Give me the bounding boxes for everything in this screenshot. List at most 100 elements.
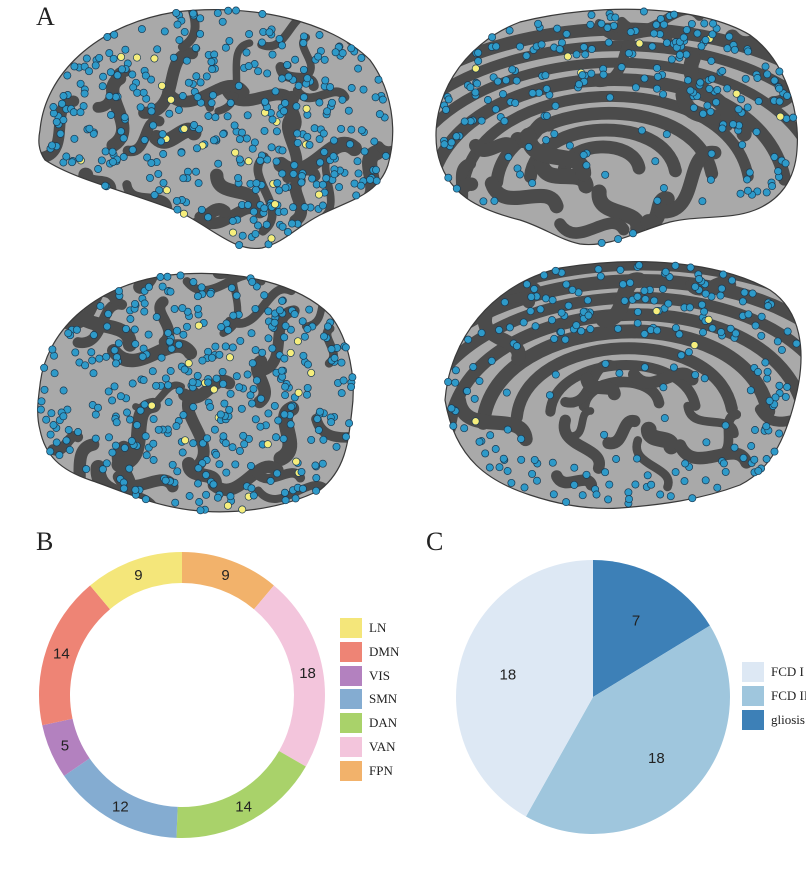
contact-dot xyxy=(76,108,85,117)
contact-dot xyxy=(215,350,224,359)
contact-dot xyxy=(303,132,312,141)
contact-dot xyxy=(128,379,137,388)
contact-dot xyxy=(640,286,649,295)
contact-dot xyxy=(495,326,504,334)
contact-dot xyxy=(502,388,511,397)
contact-dot xyxy=(321,76,330,85)
contact-dot xyxy=(98,465,107,474)
contact-dot xyxy=(206,289,215,298)
contact-dot xyxy=(698,197,707,206)
contact-dot xyxy=(586,20,595,29)
contact-dot xyxy=(507,478,516,487)
contact-dot xyxy=(164,329,173,337)
contact-dot xyxy=(641,295,650,304)
contact-dot xyxy=(740,288,749,297)
contact-dot xyxy=(79,102,88,111)
contact-dot xyxy=(258,348,267,357)
contact-dot xyxy=(300,32,308,41)
contact-dot xyxy=(378,95,387,104)
contact-dot xyxy=(210,425,219,434)
contact-dot xyxy=(76,79,85,88)
contact-dot xyxy=(614,324,622,333)
contact-dot xyxy=(551,101,560,110)
contact-dot xyxy=(264,409,273,418)
contact-dot xyxy=(586,325,595,333)
contact-dot xyxy=(653,84,661,93)
contact-dot xyxy=(234,81,243,90)
contact-dot xyxy=(315,407,324,416)
contact-dot xyxy=(219,130,228,138)
contact-dot xyxy=(290,161,299,170)
contact-dot xyxy=(734,105,743,114)
contact-dot xyxy=(149,456,158,464)
contact-dot xyxy=(147,107,156,116)
contact-dot xyxy=(115,287,123,296)
contact-dot xyxy=(701,36,710,44)
contact-dot xyxy=(707,149,716,158)
contact-dot xyxy=(62,152,71,161)
legend-swatch xyxy=(340,665,362,686)
contact-dot xyxy=(289,170,298,178)
contact-dot xyxy=(527,292,536,301)
contact-dot xyxy=(82,465,91,474)
contact-dot xyxy=(281,391,290,400)
contact-dot xyxy=(178,448,187,457)
contact-dot xyxy=(658,285,667,293)
contact-dot xyxy=(581,50,590,59)
contact-dot xyxy=(99,72,108,81)
highlighted-contact-dot xyxy=(225,353,234,362)
contact-dot xyxy=(283,228,292,236)
contact-dot xyxy=(508,65,517,74)
contact-dot xyxy=(643,471,652,480)
contact-dot xyxy=(63,71,72,80)
contact-dot xyxy=(653,326,662,335)
contact-dot xyxy=(640,330,649,338)
contact-dot xyxy=(718,67,727,75)
contact-dot xyxy=(616,265,625,274)
contact-dot xyxy=(149,121,158,130)
contact-dot xyxy=(675,50,684,59)
contact-dot xyxy=(101,181,110,190)
contact-dot xyxy=(196,506,205,515)
contact-dot xyxy=(80,89,89,98)
highlighted-contact-dot xyxy=(150,54,159,63)
contact-dot xyxy=(291,55,300,64)
contact-dot xyxy=(278,41,286,50)
contact-dot xyxy=(517,455,526,464)
contact-dot xyxy=(192,72,201,81)
contact-dot xyxy=(775,84,784,93)
contact-dot xyxy=(108,448,117,457)
contact-dot xyxy=(96,302,105,311)
contact-dot xyxy=(213,9,222,18)
contact-dot xyxy=(479,197,488,206)
contact-dot xyxy=(320,332,328,341)
legend-swatch xyxy=(742,686,764,706)
contact-dot xyxy=(225,36,234,45)
contact-dot xyxy=(597,238,606,247)
contact-dot xyxy=(175,386,184,395)
contact-dot xyxy=(94,403,102,412)
contact-dot xyxy=(320,55,329,64)
contact-dot xyxy=(770,76,779,85)
slice-fpn xyxy=(182,552,274,610)
slice-ln xyxy=(90,552,182,610)
contact-dot xyxy=(762,455,771,463)
highlighted-contact-dot xyxy=(732,89,741,98)
contact-dot xyxy=(752,127,761,136)
contact-dot xyxy=(473,79,482,88)
highlighted-contact-dot xyxy=(229,228,237,237)
contact-dot xyxy=(85,124,94,133)
contact-dot xyxy=(108,396,117,405)
contact-dot xyxy=(219,432,228,441)
contact-dot xyxy=(192,167,200,176)
contact-dot xyxy=(686,86,695,95)
contact-dot xyxy=(144,330,153,339)
contact-dot xyxy=(604,495,613,504)
contact-dot xyxy=(708,30,717,39)
contact-dot xyxy=(522,280,531,289)
contact-dot xyxy=(303,74,312,83)
contact-dot xyxy=(248,359,257,368)
contact-dot xyxy=(258,10,267,18)
contact-dot xyxy=(166,367,175,375)
contact-dot xyxy=(235,155,244,164)
